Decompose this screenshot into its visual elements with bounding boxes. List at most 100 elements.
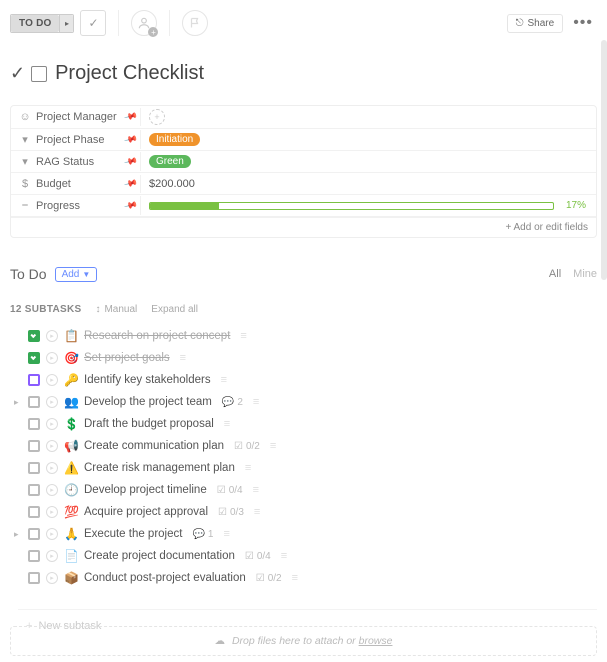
status-dropdown[interactable]: ▸ xyxy=(59,15,73,32)
drag-handle-icon[interactable]: ≡ xyxy=(281,550,287,562)
drag-handle-icon[interactable]: ≡ xyxy=(224,418,230,430)
task-text: Develop project timeline xyxy=(84,484,207,496)
comment-count[interactable]: 💬1 xyxy=(192,529,213,540)
budget-value[interactable]: $200.000 xyxy=(149,178,195,190)
task-text: Develop the project team xyxy=(84,396,212,408)
sort-toggle[interactable]: ↕Manual xyxy=(95,304,137,315)
expand-all[interactable]: Expand all xyxy=(151,304,198,315)
rag-badge[interactable]: Green xyxy=(149,155,191,168)
checklist-count[interactable]: ☑0/2 xyxy=(234,441,260,452)
task-text: Identify key stakeholders xyxy=(84,374,211,386)
task-row[interactable]: ▸ ▸ 👥 Develop the project team 💬2 ≡ xyxy=(2,391,605,413)
task-checkbox[interactable] xyxy=(28,462,40,474)
task-row[interactable]: ▸▸📦Conduct post-project evaluation☑0/2≡ xyxy=(2,567,605,589)
task-checkbox[interactable] xyxy=(28,572,40,584)
field-label-phase: Project Phase xyxy=(36,134,104,146)
drag-handle-icon[interactable]: ≡ xyxy=(292,572,298,584)
task-checkbox[interactable] xyxy=(28,330,40,342)
attachment-dropzone[interactable]: ☁ Drop files here to attach or browse xyxy=(10,626,597,656)
dropdown-icon: ▾ xyxy=(19,133,31,146)
play-icon[interactable]: ▸ xyxy=(46,374,58,386)
check-button[interactable]: ✓ xyxy=(80,10,106,36)
play-icon[interactable]: ▸ xyxy=(46,528,58,540)
task-checkbox[interactable] xyxy=(28,484,40,496)
filter-all[interactable]: All xyxy=(549,268,561,280)
play-icon[interactable]: ▸ xyxy=(46,352,58,364)
task-row[interactable]: ▸▸📄Create project documentation☑0/4≡ xyxy=(2,545,605,567)
task-checkbox[interactable] xyxy=(28,506,40,518)
status-pill[interactable]: TO DO xyxy=(11,15,59,32)
sort-icon: ↕ xyxy=(95,304,100,315)
expand-icon[interactable]: ▸ xyxy=(14,529,22,540)
comment-count[interactable]: 💬2 xyxy=(222,397,243,408)
drag-handle-icon[interactable]: ≡ xyxy=(253,396,259,408)
task-row[interactable]: ▸▸🎯Set project goals≡ xyxy=(2,347,605,369)
task-text: Execute the project xyxy=(84,528,182,540)
task-checkbox[interactable] xyxy=(28,352,40,364)
task-row[interactable]: ▸▸⚠️Create risk management plan≡ xyxy=(2,457,605,479)
task-checkbox[interactable] xyxy=(28,550,40,562)
play-icon[interactable]: ▸ xyxy=(46,462,58,474)
play-icon[interactable]: ▸ xyxy=(46,330,58,342)
progress-bar[interactable] xyxy=(149,202,554,210)
browse-link[interactable]: browse xyxy=(359,635,393,647)
drag-handle-icon[interactable]: ≡ xyxy=(254,506,260,518)
task-row[interactable]: ▸▸📋Research on project concept≡ xyxy=(2,325,605,347)
task-emoji: 📋 xyxy=(64,329,78,343)
field-label-pm: Project Manager xyxy=(36,111,117,123)
section-title: To Do xyxy=(10,266,47,282)
checklist-count[interactable]: ☑0/2 xyxy=(256,573,282,584)
task-emoji: 🕘 xyxy=(64,483,78,497)
play-icon[interactable]: ▸ xyxy=(46,396,58,408)
drag-handle-icon[interactable]: ≡ xyxy=(180,352,186,364)
drag-handle-icon[interactable]: ≡ xyxy=(253,484,259,496)
checklist-count[interactable]: ☑0/4 xyxy=(245,551,271,562)
assign-pm-button[interactable]: + xyxy=(149,109,165,125)
drag-handle-icon[interactable]: ≡ xyxy=(270,440,276,452)
drag-handle-icon[interactable]: ≡ xyxy=(240,330,246,342)
checklist-count[interactable]: ☑0/3 xyxy=(218,507,244,518)
play-icon[interactable]: ▸ xyxy=(46,484,58,496)
assignee-add-button[interactable] xyxy=(131,10,157,36)
task-row[interactable]: ▸▸📢Create communication plan☑0/2≡ xyxy=(2,435,605,457)
drag-handle-icon[interactable]: ≡ xyxy=(245,462,251,474)
task-checkbox[interactable] xyxy=(28,374,40,386)
drag-handle-icon[interactable]: ≡ xyxy=(221,374,227,386)
expand-icon[interactable]: ▸ xyxy=(14,397,22,408)
task-emoji: 📦 xyxy=(64,571,78,585)
pin-icon: 📌 xyxy=(123,198,138,213)
scrollbar[interactable] xyxy=(601,40,607,280)
play-icon[interactable]: ▸ xyxy=(46,550,58,562)
task-row[interactable]: ▸▸🕘Develop project timeline☑0/4≡ xyxy=(2,479,605,501)
play-icon[interactable]: ▸ xyxy=(46,572,58,584)
task-row[interactable]: ▸▸💯Acquire project approval☑0/3≡ xyxy=(2,501,605,523)
drag-handle-icon[interactable]: ≡ xyxy=(223,528,229,540)
task-row[interactable]: ▸▸💲Draft the budget proposal≡ xyxy=(2,413,605,435)
add-task-button[interactable]: Add▼ xyxy=(55,267,98,282)
play-icon[interactable]: ▸ xyxy=(46,418,58,430)
phase-badge[interactable]: Initiation xyxy=(149,133,200,146)
cloud-icon: ☁ xyxy=(215,635,226,647)
flag-button[interactable] xyxy=(182,10,208,36)
task-checkbox[interactable] xyxy=(28,418,40,430)
title-check-icon: ✓ xyxy=(10,63,25,84)
task-checkbox[interactable] xyxy=(28,396,40,408)
checklist-count[interactable]: ☑0/4 xyxy=(217,485,243,496)
fields-panel: ☺Project Manager📌 + ▾Project Phase📌 Init… xyxy=(10,105,597,238)
currency-icon: $ xyxy=(19,178,31,190)
more-menu[interactable]: ••• xyxy=(569,14,597,32)
task-checkbox[interactable] xyxy=(28,528,40,540)
play-icon[interactable]: ▸ xyxy=(46,440,58,452)
task-emoji: 👥 xyxy=(64,395,78,409)
dropzone-text: Drop files here to attach or xyxy=(232,635,359,647)
share-label: Share xyxy=(528,18,555,29)
task-row[interactable]: ▸▸🙏Execute the project💬1≡ xyxy=(2,523,605,545)
play-icon[interactable]: ▸ xyxy=(46,506,58,518)
subtask-count: 12 SUBTASKS xyxy=(10,304,81,315)
task-checkbox[interactable] xyxy=(28,440,40,452)
task-emoji: 📢 xyxy=(64,439,78,453)
task-row[interactable]: ▸▸🔑Identify key stakeholders≡ xyxy=(2,369,605,391)
filter-mine[interactable]: Mine xyxy=(573,268,597,280)
add-edit-fields[interactable]: + Add or edit fields xyxy=(11,217,596,237)
share-button[interactable]: ⎋ Share xyxy=(507,14,564,33)
